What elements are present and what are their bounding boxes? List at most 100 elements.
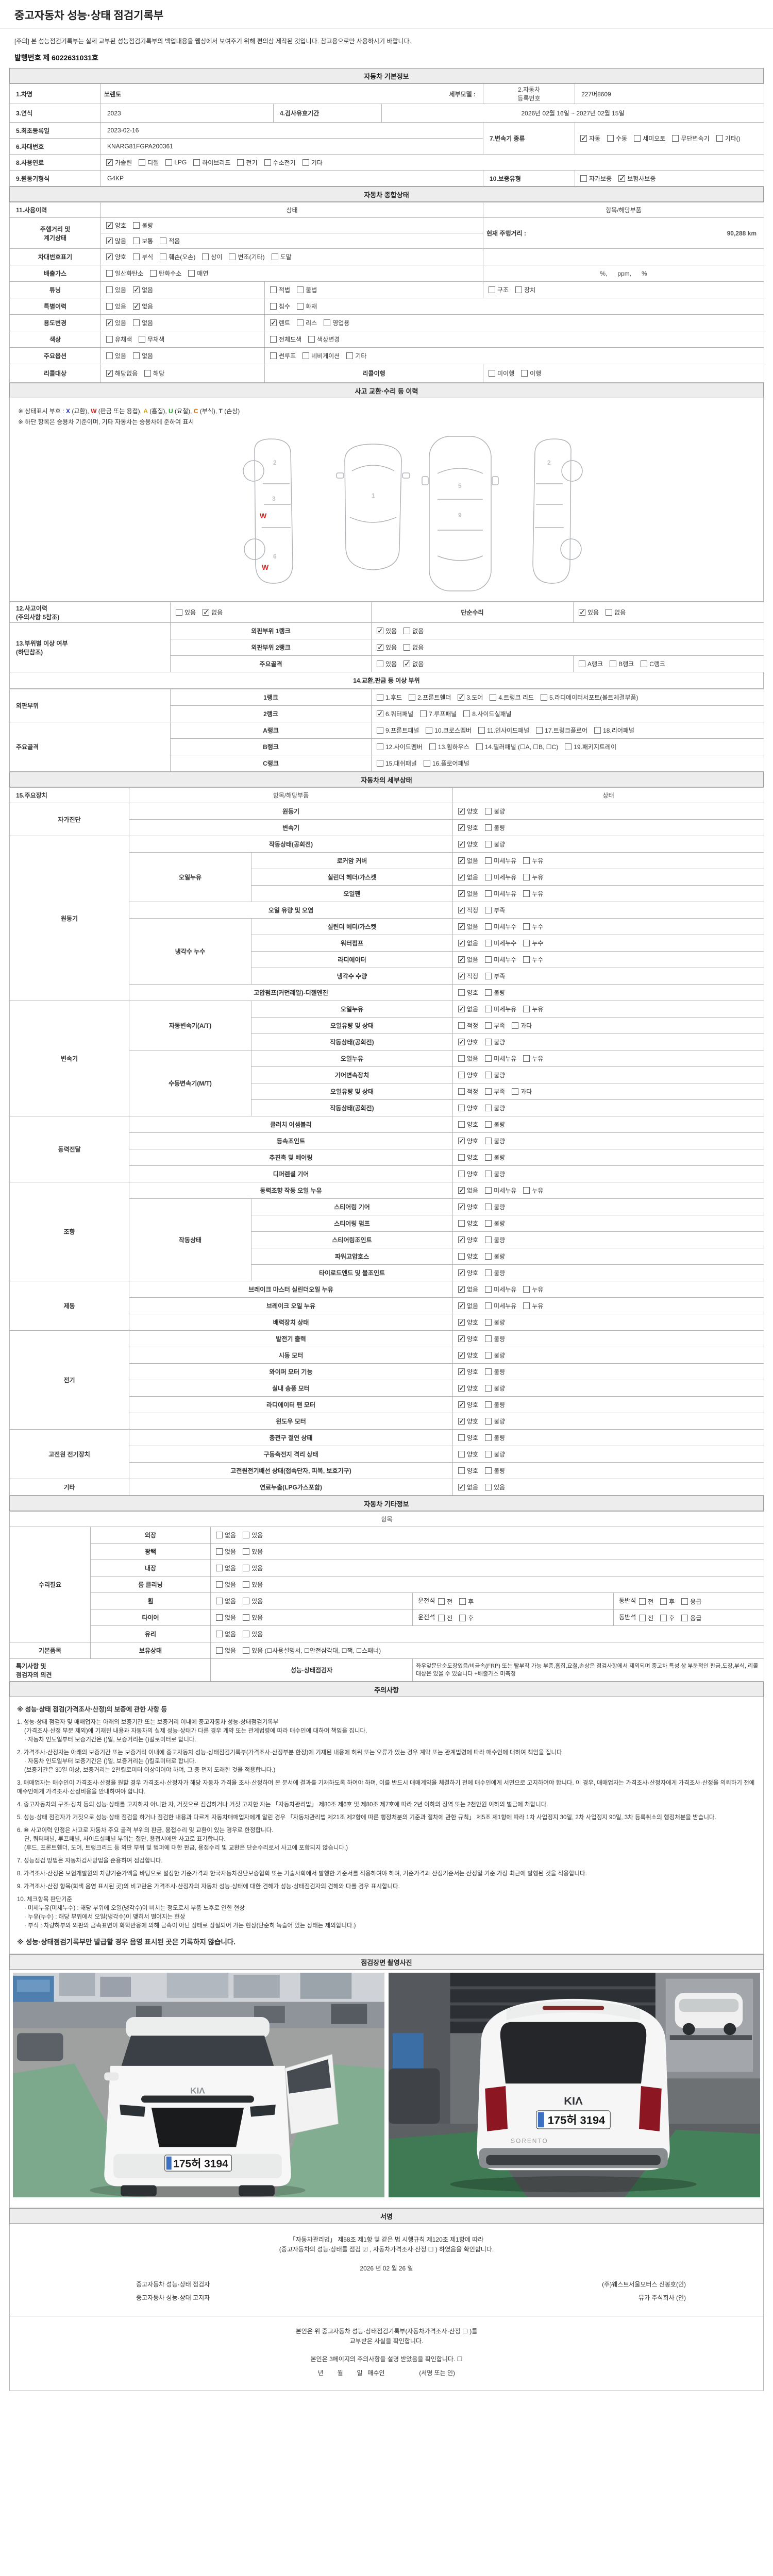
checkbox-label: 불량 (494, 1039, 506, 1046)
checkbox-option: 미세누유 (485, 873, 516, 882)
diagram-number: 6 (273, 553, 277, 560)
state-cell: 없음 미세누수 누수 (452, 918, 765, 935)
checkbox-option: 누유 (523, 1285, 543, 1294)
table-row: C랭크 15.대쉬패널 16.플로어패널 (10, 755, 764, 772)
label-cell: 와이퍼 모터 기능 (128, 1363, 453, 1380)
checkbox (216, 1598, 223, 1604)
checkbox (579, 660, 585, 667)
state-cell: 없음 미세누유 누유 (452, 869, 765, 886)
checkbox-option: 없음 (458, 1186, 478, 1195)
state-cell: 자가보증 보험사보증 (575, 170, 765, 187)
checkbox (458, 1005, 465, 1013)
state-cell: 양호 불량 (452, 1165, 765, 1182)
checkbox-label: 미세누수 (494, 923, 517, 930)
checkbox (243, 1647, 250, 1654)
label-cell: 워터펌프 (250, 935, 453, 952)
checkbox (523, 923, 530, 930)
state-cell: 양호 불량 (452, 836, 765, 853)
checkbox-option: 있음 (243, 1531, 263, 1539)
page-title: 중고자동차 성능·상태 점검기록부 (14, 10, 164, 22)
checkbox-label: 있음 (251, 1532, 263, 1539)
checkbox-option: 12.사이드멤버 (377, 742, 423, 751)
checkbox (106, 369, 113, 378)
checkbox (458, 906, 465, 914)
checkbox (270, 286, 277, 293)
detail-table: 15.주요장치항목/해당부품상태자가진단원동기양호불량변속기양호불량원동기작동상… (9, 787, 765, 1496)
checkbox (458, 840, 465, 849)
checkbox-label: 양호 (467, 1401, 479, 1409)
legend-note: ※ 하단 항목은 승용차 기준이며, 기타 자동차는 승용차에 준하여 표시 (18, 418, 194, 426)
checkbox (458, 1318, 465, 1327)
checkbox-option: 불량 (485, 1268, 505, 1277)
label-cell: 보유상태 (90, 1642, 211, 1659)
checkbox-option: 양호 (458, 840, 478, 849)
checkbox (133, 253, 140, 260)
checkbox (485, 1467, 492, 1474)
checkbox-label: 리스 (306, 319, 317, 327)
state-cell: 없음 있음 (☐사용설명서, ☐안전삼각대, ☐잭, ☐스패너) (210, 1642, 765, 1659)
checkbox (216, 1631, 223, 1637)
caution-line: · 부식 : 차량하부와 외판의 금속표면이 화학반응에 의해 금속이 아닌 상… (24, 1923, 356, 1929)
checkbox-label: 자가보증 (589, 175, 612, 182)
checkbox (270, 336, 277, 343)
checkbox (580, 134, 587, 143)
section-exchange-header: 14.교환,판금 등 이상 부위 (9, 672, 764, 689)
section-cautions-header: 주의사항 (9, 1682, 764, 1697)
table-row: 오일팬 없음 미세누유 누유 (10, 885, 765, 902)
checkbox-option: 16.플로어패널 (423, 759, 469, 768)
caution-line: 7. 성능점검 방법은 자동차검사방법을 준용하여 점검합니다. (17, 1858, 163, 1864)
checkbox (106, 236, 113, 245)
checkbox (377, 626, 383, 635)
checkbox-option: 양호 (458, 1367, 478, 1376)
label-cell: 15.주요장치 (9, 787, 129, 803)
checkbox-label: 17.트렁크플로어 (545, 727, 588, 734)
checkbox-option: 세미오토 (634, 134, 665, 143)
inspection-photos: KIΛ 175허 3194 (9, 1970, 764, 2208)
state-cell: 양호 불량 (452, 1330, 765, 1347)
checkbox-option: 적정 (458, 1087, 478, 1096)
checkbox-option: 불량 (485, 1235, 505, 1244)
checkbox-label: 부족 (494, 973, 506, 980)
checkbox-option: 5.라디에이터서포트(볼트체결부품) (540, 693, 638, 702)
checkbox (243, 1532, 250, 1538)
checkbox (270, 352, 277, 359)
checkbox-label: 하이브리드 (202, 159, 231, 166)
checkbox (485, 1171, 492, 1177)
checkbox-option: 누유 (523, 873, 543, 882)
label-cell: 외판부위 2랭크 (170, 639, 372, 656)
option-group-label: 동반석 (619, 1614, 636, 1621)
table-row: 수동변속기(M/T) 오일누유 없음 미세누유 누유 (10, 1050, 765, 1116)
caution-line: 3. 매매업자는 매수인이 가격조사·산정을 원할 경우 가격조사·산정자가 해… (17, 1780, 755, 1795)
damage-mark-door: W (260, 512, 267, 520)
label-cell: 디퍼렌셜 기어 (128, 1165, 453, 1182)
checkbox-label: 양호 (467, 824, 479, 832)
checkbox (458, 693, 465, 702)
checkbox-label: 장치 (524, 286, 536, 294)
label-cell: 배력장치 상태 (128, 1314, 453, 1331)
caution-line: 8. 가격조사·산정은 보험개발원의 차량기준가액을 바탕으로 설정한 기준가격… (17, 1871, 587, 1877)
label-cell: 4.검사유효기간 (273, 104, 382, 123)
checkbox (458, 823, 465, 832)
checkbox (523, 940, 530, 946)
section-accident-header: 사고 교환·수리 등 이력 (9, 383, 764, 398)
checkbox-label: 없음 (225, 1598, 237, 1605)
label-cell: 변속기 (9, 1001, 129, 1116)
checkbox-label: 미세누유 (494, 1302, 517, 1310)
checkbox-label: 양호 (467, 1269, 479, 1277)
checkbox-label: 없음 (225, 1581, 237, 1588)
damage-code-desc: (손상) (222, 408, 240, 415)
confirm-line3: 년 월 일 매수인 (서명 또는 인) (317, 2369, 456, 2377)
state-cell: 동반석 전 후 응급 (613, 1592, 765, 1609)
table-row: 수리필요 외장 없음 있음 (9, 1527, 765, 1642)
checkbox (476, 743, 483, 750)
checkbox-option: 수동 (607, 134, 627, 143)
checkbox-option: 양호 (458, 1417, 478, 1426)
checkbox-option: 누수 (523, 922, 543, 931)
model-badge: SORENTO (511, 2138, 548, 2145)
checkbox-option: 있음 (243, 1613, 263, 1622)
checkbox-option: A랭크 (579, 659, 603, 668)
checkbox (458, 1384, 465, 1393)
checkbox-option: 불량 (485, 1202, 505, 1211)
checkbox-label: 없음 (467, 1286, 479, 1293)
cell-text: 90,288 km (727, 229, 757, 237)
